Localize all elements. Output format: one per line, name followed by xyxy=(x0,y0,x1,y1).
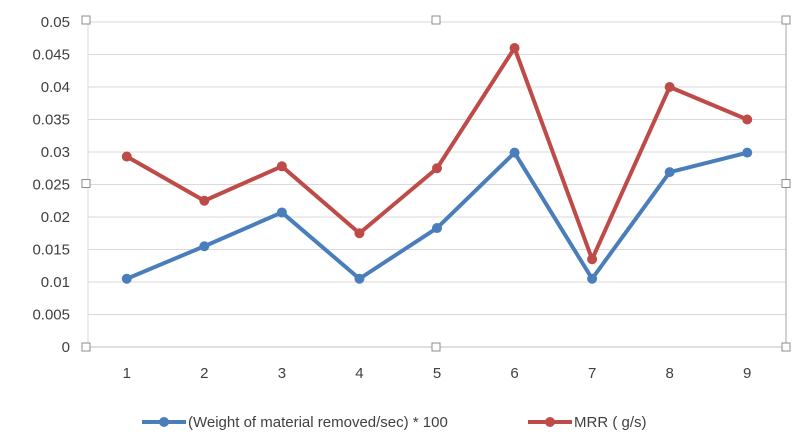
resize-handle[interactable] xyxy=(781,179,791,188)
series-2-point xyxy=(121,151,132,162)
y-tick-label: 0.035 xyxy=(32,112,70,129)
selection-handles[interactable] xyxy=(81,15,791,352)
y-tick-label: 0.015 xyxy=(32,242,70,259)
x-axis-tick-labels: 1 2 3 4 5 6 7 8 9 xyxy=(123,365,752,382)
y-tick-label: 0.01 xyxy=(41,274,70,291)
legend-swatch-marker xyxy=(545,417,555,427)
resize-handle[interactable] xyxy=(81,15,91,25)
series-1-point xyxy=(276,207,287,218)
y-axis-tick-labels: 0 0.005 0.01 0.015 0.02 0.025 0.03 0.035 0.04 0.0… xyxy=(32,14,70,356)
series-2-point xyxy=(354,228,365,239)
x-tick-label: 7 xyxy=(588,365,596,382)
series-2-point xyxy=(199,195,210,206)
y-tick-label: 0.05 xyxy=(41,14,70,31)
y-tick-label: 0.04 xyxy=(41,79,70,96)
series-1-point xyxy=(587,273,598,284)
series-1-point xyxy=(664,167,675,178)
resize-handle[interactable] xyxy=(431,15,441,25)
series-2-point xyxy=(432,163,442,174)
y-tick-label: 0.03 xyxy=(41,144,70,161)
series-2-point xyxy=(509,43,520,53)
series-1-point xyxy=(121,273,132,284)
resize-handle[interactable] xyxy=(81,179,91,188)
y-tick-label: 0.025 xyxy=(32,177,70,194)
series-2-point xyxy=(276,161,287,172)
x-tick-label: 4 xyxy=(355,365,363,382)
y-tick-label: 0.02 xyxy=(41,209,70,226)
resize-handle[interactable] xyxy=(431,342,441,352)
y-tick-label: 0.045 xyxy=(32,47,70,64)
y-tick-label: 0.005 xyxy=(32,307,70,324)
x-tick-label: 9 xyxy=(743,365,751,382)
x-tick-label: 5 xyxy=(433,365,441,382)
legend: (Weight of material removed/sec) * 100 MR… xyxy=(142,414,647,431)
resize-handle[interactable] xyxy=(781,15,791,25)
legend-label: (Weight of material removed/sec) * 100 xyxy=(188,414,448,431)
legend-label: MRR ( g/s) xyxy=(574,414,647,431)
x-tick-label: 8 xyxy=(665,365,673,382)
x-tick-label: 6 xyxy=(510,365,518,382)
series-1-point xyxy=(199,241,210,252)
x-tick-label: 3 xyxy=(278,365,286,382)
series-1-point xyxy=(509,147,520,158)
x-tick-label: 2 xyxy=(200,365,208,382)
series-2-point xyxy=(587,254,598,265)
series-1-point xyxy=(432,223,442,234)
series-lines xyxy=(121,43,753,284)
resize-handle[interactable] xyxy=(81,342,91,352)
series-1-point xyxy=(354,273,365,284)
x-tick-label: 1 xyxy=(123,365,131,382)
resize-handle[interactable] xyxy=(781,342,791,352)
legend-swatch-marker xyxy=(159,417,169,427)
series-2-point xyxy=(664,82,675,92)
y-tick-label: 0 xyxy=(62,339,70,356)
series-1-point xyxy=(742,147,753,158)
series-2-point xyxy=(742,114,753,125)
gridlines xyxy=(87,21,786,348)
